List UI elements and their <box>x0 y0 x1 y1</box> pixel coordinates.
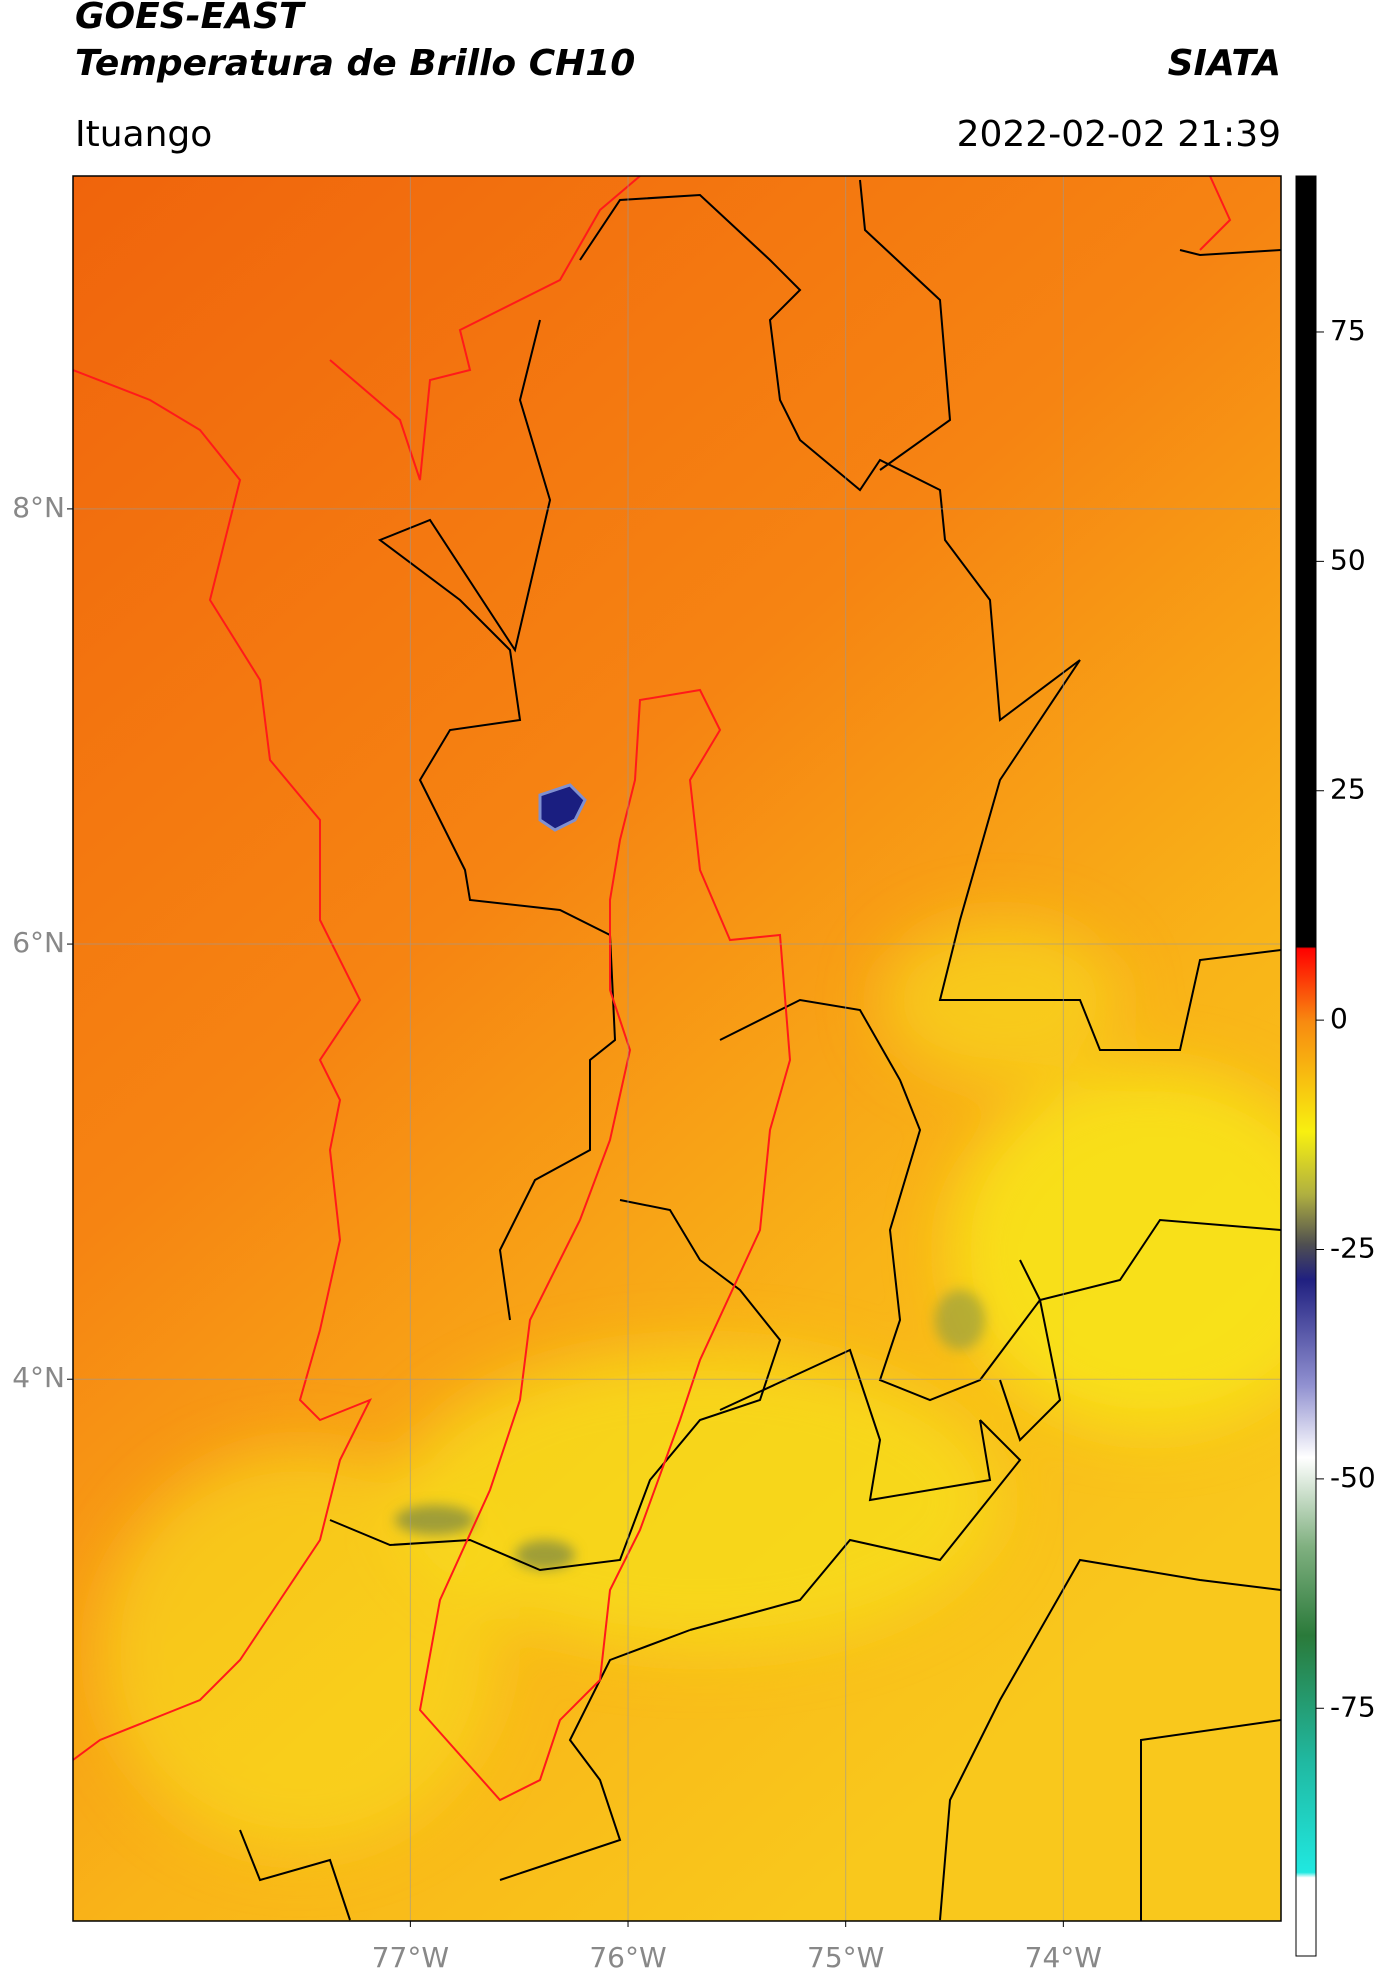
cold-cloud <box>538 783 587 832</box>
colorbar <box>1295 175 1317 1957</box>
datetime: 2022-02-02 21:39 <box>957 114 1281 155</box>
location: Ituango <box>75 114 212 155</box>
cold-spots <box>395 1290 985 1570</box>
y-tick-label: 4°N <box>12 1361 65 1394</box>
x-tick-label: 77°W <box>372 1941 449 1974</box>
colorbar-tick-label: 25 <box>1330 773 1366 806</box>
colorbar-tick-label: -75 <box>1330 1690 1376 1723</box>
x-tick-label: 74°W <box>1025 1941 1102 1974</box>
colorbar-tick-label: -50 <box>1330 1461 1376 1494</box>
x-tick-label: 75°W <box>807 1941 884 1974</box>
brand: SIATA <box>1168 43 1281 84</box>
y-tick-label: 6°N <box>12 926 65 959</box>
title: GOES-EAST <box>75 0 306 37</box>
y-tick-label: 8°N <box>12 491 65 524</box>
x-tick-label: 76°W <box>589 1941 666 1974</box>
plot-frame <box>72 175 1282 1922</box>
grid <box>73 176 1281 1921</box>
colorbar-tick-label: -25 <box>1330 1232 1376 1265</box>
colorbar-tick-label: 50 <box>1330 543 1366 576</box>
colorbar-tick-label: 75 <box>1330 314 1366 347</box>
borders <box>239 179 1281 1921</box>
coastline-and-basin <box>73 176 1232 1802</box>
subtitle: Temperatura de Brillo CH10 <box>75 43 635 84</box>
colorbar-tick-label: 0 <box>1330 1002 1348 1035</box>
map <box>73 176 1281 1921</box>
warm-areas <box>100 920 1281 1850</box>
